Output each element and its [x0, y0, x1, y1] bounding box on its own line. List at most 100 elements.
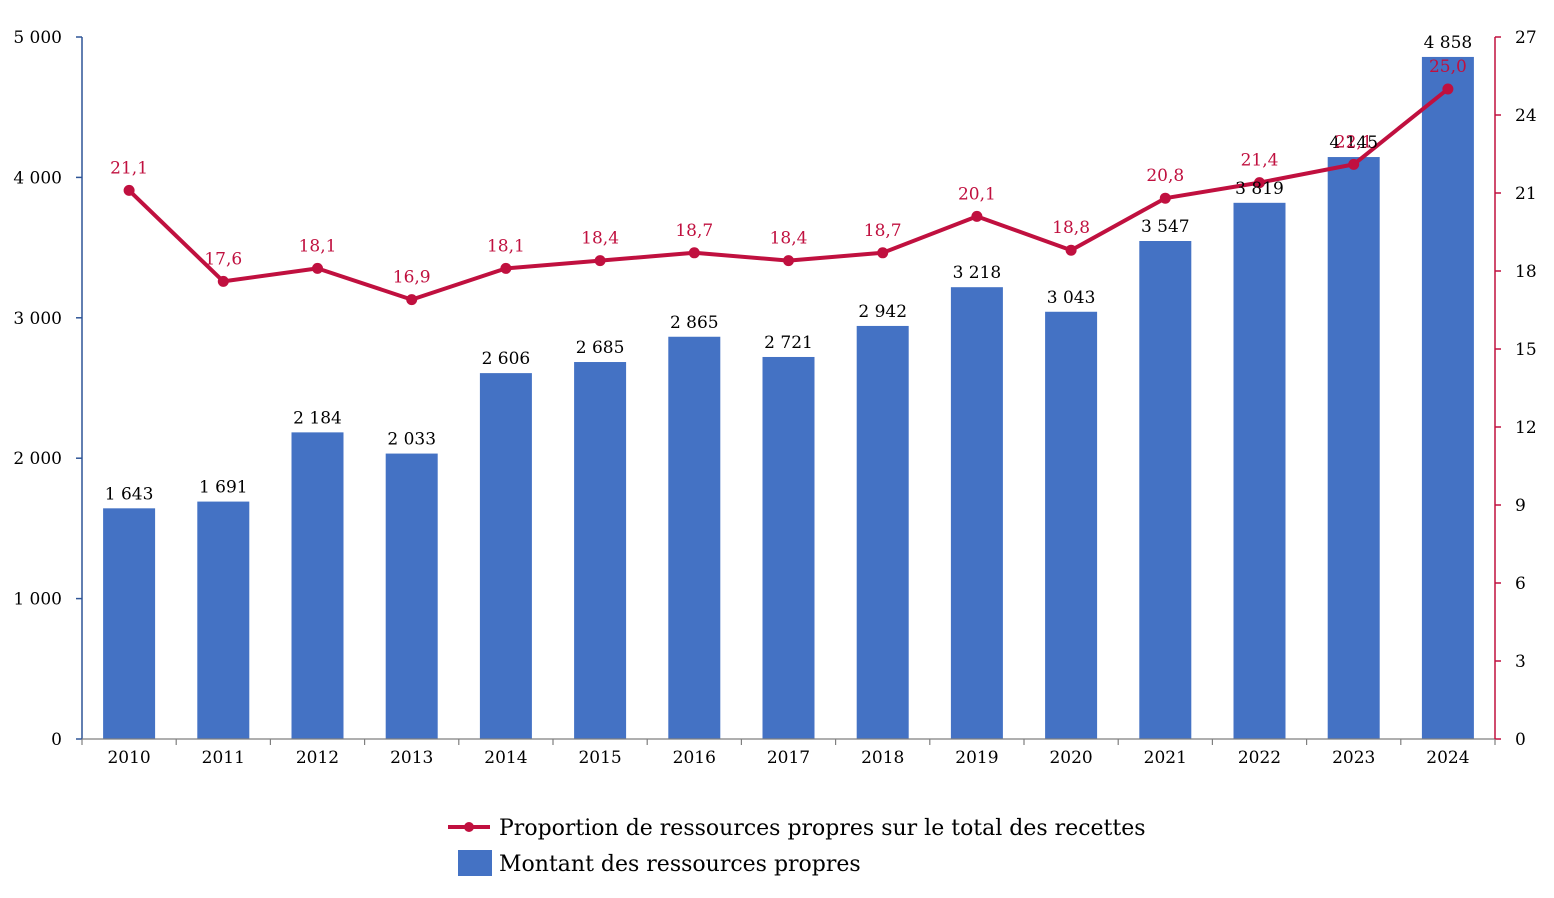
- line-point-2017: [783, 255, 794, 267]
- x-tick-label: 2011: [202, 748, 245, 768]
- bar-value-label: 3 043: [1047, 288, 1096, 308]
- line-point-2018: [877, 247, 889, 259]
- bar-2017: [762, 356, 815, 739]
- x-tick-label: 2018: [861, 748, 904, 768]
- bar-value-label: 1 691: [199, 478, 248, 498]
- x-tick-label: 2015: [578, 748, 621, 768]
- legend-line-label: Proportion de ressources propres sur le …: [499, 816, 1146, 841]
- x-tick-label: 2014: [484, 748, 527, 768]
- left-tick-label: 5 000: [13, 28, 62, 48]
- line-value-label: 16,9: [393, 268, 431, 288]
- line-value-label: 21,4: [1241, 151, 1279, 171]
- left-tick-label: 4 000: [13, 168, 62, 188]
- bar-2015: [574, 362, 627, 739]
- line-point-2011: [217, 275, 229, 287]
- line-value-label: 18,4: [770, 229, 808, 249]
- bars-layer: [103, 56, 1474, 740]
- bar-2016: [668, 336, 721, 739]
- line-point-2022: [1254, 177, 1265, 189]
- x-tick-label: 2024: [1426, 748, 1469, 768]
- right-tick-label: 3: [1515, 652, 1526, 672]
- line-point-2020: [1065, 244, 1077, 256]
- right-tick-label: 27: [1515, 28, 1537, 48]
- line-value-label: 25,0: [1429, 57, 1467, 77]
- bar-value-label: 2 685: [576, 338, 625, 358]
- legend-bar-label: Montant des ressources propres: [499, 852, 861, 877]
- x-tick-label: 2012: [296, 748, 339, 768]
- bar-value-label: 4 858: [1424, 33, 1473, 53]
- bar-2021: [1139, 241, 1192, 739]
- line-value-label: 18,7: [675, 221, 713, 241]
- bar-value-label: 4 145: [1329, 133, 1378, 153]
- line-point-2012: [312, 262, 323, 274]
- line-value-label: 18,4: [581, 229, 619, 249]
- bar-2012: [291, 432, 344, 739]
- bar-2022: [1233, 202, 1286, 740]
- line-point-2010: [123, 184, 135, 196]
- bar-value-label: 2 033: [387, 430, 436, 450]
- bar-2019: [950, 287, 1003, 739]
- legend: Proportion de ressources propres sur le …: [448, 816, 1146, 877]
- bar-2014: [479, 373, 532, 739]
- right-tick-label: 21: [1515, 184, 1537, 204]
- bar-2018: [856, 325, 909, 739]
- bar-2013: [385, 453, 438, 739]
- line-layer: [123, 83, 1454, 306]
- bar-value-label: 3 547: [1141, 217, 1190, 237]
- x-tick-label: 2021: [1144, 748, 1187, 768]
- left-tick-label: 0: [51, 730, 62, 750]
- line-value-label: 18,1: [487, 236, 525, 256]
- line-point-2016: [688, 247, 700, 259]
- line-value-label: 22,1: [1335, 132, 1373, 152]
- x-tick-label: 2020: [1049, 748, 1092, 768]
- bar-2020: [1045, 311, 1098, 739]
- line-point-2019: [971, 210, 983, 222]
- line-value-label: 20,8: [1146, 166, 1184, 186]
- bar-value-label: 1 643: [105, 484, 154, 504]
- line-point-2024: [1442, 83, 1454, 95]
- right-tick-label: 0: [1515, 730, 1526, 750]
- labels-layer: 1 643 1 691 2 184 2 033 2 606 2 685 2 865 2 721…: [105, 33, 1472, 504]
- axes-layer: 0 1 000 2 000 3 000 4 000 5 000 0 3 6 9 12 15 18 21 24…: [13, 28, 1536, 768]
- bar-value-label: 2 721: [764, 333, 813, 353]
- x-tick-label: 2016: [673, 748, 716, 768]
- right-tick-label: 24: [1515, 106, 1537, 126]
- x-tick-label: 2013: [390, 748, 433, 768]
- left-tick-label: 1 000: [13, 590, 62, 610]
- x-tick-label: 2023: [1332, 748, 1375, 768]
- legend-line-marker: [464, 822, 474, 832]
- left-tick-label: 2 000: [13, 449, 62, 469]
- x-tick-label: 2017: [767, 748, 810, 768]
- bar-2011: [197, 501, 250, 739]
- line-point-2023: [1348, 158, 1360, 170]
- line-point-2021: [1159, 192, 1171, 204]
- right-tick-label: 18: [1515, 262, 1537, 282]
- right-tick-label: 9: [1515, 496, 1526, 516]
- right-tick-label: 15: [1515, 340, 1537, 360]
- line-value-label: 18,8: [1052, 218, 1090, 238]
- line-point-2013: [406, 294, 418, 306]
- line-value-label: 20,1: [958, 184, 996, 204]
- bar-value-label: 2 606: [482, 349, 531, 369]
- bar-2023: [1327, 157, 1380, 740]
- line-value-label: 21,1: [110, 158, 148, 178]
- bar-2024: [1421, 56, 1474, 740]
- left-tick-label: 3 000: [13, 309, 62, 329]
- line-point-2015: [594, 255, 606, 267]
- bar-value-label: 2 942: [858, 302, 907, 322]
- line-point-2014: [500, 262, 512, 274]
- right-tick-label: 6: [1515, 574, 1526, 594]
- right-tick-label: 12: [1515, 418, 1537, 438]
- legend-bar-swatch: [458, 850, 492, 876]
- x-tick-label: 2019: [955, 748, 998, 768]
- bar-value-label: 3 218: [953, 263, 1002, 283]
- bar-value-label: 2 184: [293, 408, 342, 428]
- x-tick-label: 2022: [1238, 748, 1281, 768]
- bar-value-label: 3 819: [1235, 179, 1284, 199]
- bar-2010: [103, 508, 156, 739]
- line-value-label: 17,6: [204, 249, 242, 269]
- x-tick-label: 2010: [107, 748, 150, 768]
- bar-value-label: 2 865: [670, 313, 719, 333]
